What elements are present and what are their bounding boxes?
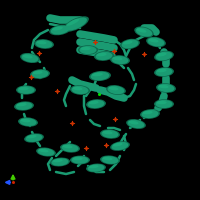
Ellipse shape <box>63 16 89 32</box>
Ellipse shape <box>129 121 139 124</box>
Ellipse shape <box>156 100 172 108</box>
Ellipse shape <box>62 144 78 152</box>
Ellipse shape <box>20 118 36 126</box>
Ellipse shape <box>86 99 106 109</box>
Ellipse shape <box>51 26 69 34</box>
Ellipse shape <box>100 155 120 165</box>
Ellipse shape <box>65 17 87 31</box>
Ellipse shape <box>148 38 164 46</box>
Ellipse shape <box>159 85 169 88</box>
Ellipse shape <box>108 86 124 94</box>
Ellipse shape <box>88 164 104 172</box>
Ellipse shape <box>126 119 146 129</box>
Ellipse shape <box>102 130 118 138</box>
Ellipse shape <box>80 46 96 54</box>
Ellipse shape <box>63 145 73 148</box>
Ellipse shape <box>140 109 160 119</box>
Ellipse shape <box>120 39 140 49</box>
Ellipse shape <box>102 156 118 164</box>
Ellipse shape <box>110 141 130 151</box>
Ellipse shape <box>60 143 80 153</box>
Ellipse shape <box>73 87 83 90</box>
Ellipse shape <box>72 86 88 94</box>
Ellipse shape <box>49 25 71 35</box>
Ellipse shape <box>33 71 43 74</box>
Ellipse shape <box>34 39 54 49</box>
Ellipse shape <box>103 157 113 160</box>
Ellipse shape <box>134 27 154 37</box>
Ellipse shape <box>50 158 70 166</box>
Ellipse shape <box>89 101 99 104</box>
Ellipse shape <box>89 71 111 81</box>
Ellipse shape <box>156 83 176 93</box>
Ellipse shape <box>88 100 104 108</box>
Ellipse shape <box>156 68 172 76</box>
Ellipse shape <box>70 156 90 164</box>
Ellipse shape <box>94 51 114 61</box>
Ellipse shape <box>16 85 36 95</box>
Ellipse shape <box>53 159 63 162</box>
Ellipse shape <box>149 39 159 42</box>
Ellipse shape <box>103 131 113 134</box>
Ellipse shape <box>14 101 34 111</box>
Ellipse shape <box>157 53 167 56</box>
Ellipse shape <box>27 135 37 138</box>
Ellipse shape <box>24 133 44 143</box>
Ellipse shape <box>78 45 98 55</box>
Ellipse shape <box>19 87 29 90</box>
Ellipse shape <box>52 27 63 30</box>
Ellipse shape <box>23 55 33 58</box>
Ellipse shape <box>22 54 38 62</box>
Ellipse shape <box>112 142 128 150</box>
Ellipse shape <box>146 37 166 47</box>
Ellipse shape <box>21 119 31 122</box>
Ellipse shape <box>89 165 99 168</box>
Ellipse shape <box>96 52 112 60</box>
Ellipse shape <box>156 52 172 60</box>
Ellipse shape <box>81 47 91 50</box>
Ellipse shape <box>123 41 133 44</box>
Ellipse shape <box>158 84 174 92</box>
Ellipse shape <box>72 156 88 164</box>
Ellipse shape <box>17 103 27 106</box>
Ellipse shape <box>122 40 138 48</box>
Ellipse shape <box>18 117 38 127</box>
Ellipse shape <box>137 28 146 33</box>
Ellipse shape <box>113 57 123 60</box>
Ellipse shape <box>143 111 153 114</box>
Ellipse shape <box>142 110 158 118</box>
Ellipse shape <box>106 85 126 95</box>
Ellipse shape <box>113 143 123 146</box>
Ellipse shape <box>32 70 48 78</box>
Ellipse shape <box>26 134 42 142</box>
Ellipse shape <box>97 53 107 56</box>
Ellipse shape <box>16 102 32 110</box>
Ellipse shape <box>157 69 167 72</box>
Ellipse shape <box>38 148 54 156</box>
Ellipse shape <box>18 86 35 94</box>
Ellipse shape <box>36 40 52 48</box>
Ellipse shape <box>36 147 56 157</box>
Ellipse shape <box>20 53 40 63</box>
Ellipse shape <box>92 73 103 76</box>
Ellipse shape <box>70 85 90 95</box>
Ellipse shape <box>154 51 174 61</box>
Ellipse shape <box>100 129 120 139</box>
Ellipse shape <box>39 149 49 152</box>
Ellipse shape <box>30 69 50 79</box>
Ellipse shape <box>91 72 109 80</box>
Ellipse shape <box>110 55 130 65</box>
Ellipse shape <box>154 67 174 77</box>
Ellipse shape <box>112 56 128 64</box>
Ellipse shape <box>52 158 68 166</box>
Ellipse shape <box>66 19 79 26</box>
Ellipse shape <box>73 157 83 160</box>
Ellipse shape <box>157 101 167 104</box>
Ellipse shape <box>136 27 152 37</box>
Ellipse shape <box>128 120 144 128</box>
Ellipse shape <box>109 87 119 90</box>
Ellipse shape <box>37 41 47 44</box>
Ellipse shape <box>86 164 106 172</box>
Ellipse shape <box>154 99 174 109</box>
